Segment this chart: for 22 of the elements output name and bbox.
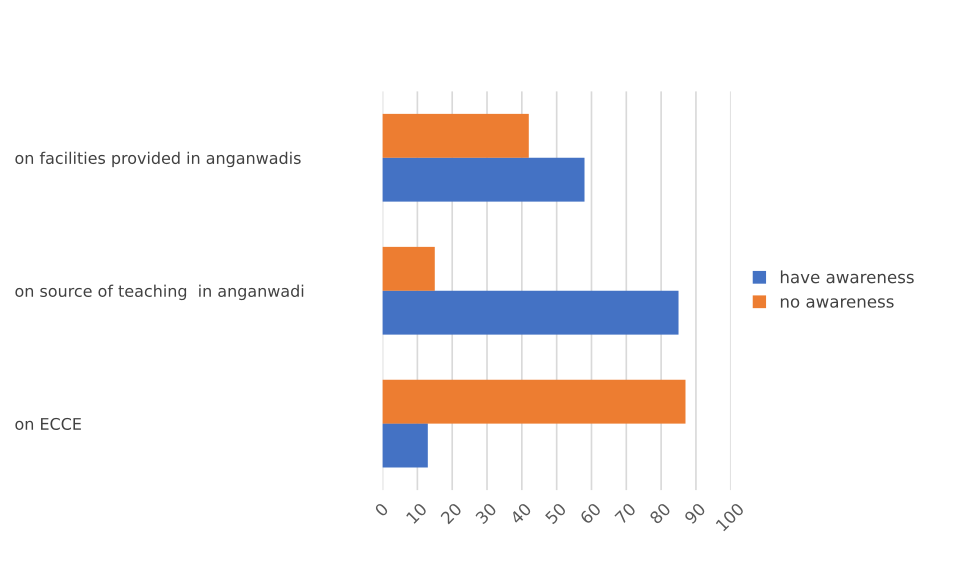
bar [382,380,686,424]
legend-label: have awareness [780,270,914,284]
y-tick-label: on ECCE [15,418,81,430]
x-tick-label: 0 [374,502,389,518]
x-tick-label: 20 [440,502,462,525]
x-tick-label: 10 [406,502,428,524]
x-tick-label: 90 [684,502,706,525]
y-tick-label: on facilities provided in anganwadis [15,152,301,168]
bar [382,114,529,158]
bar [382,290,679,335]
bar [382,424,428,468]
x-tick-label: 60 [579,502,602,525]
x-tick-label: 100 [715,502,745,532]
bar [382,246,435,291]
bar [382,158,585,202]
x-tick-label: 50 [544,502,567,524]
x-tick-label: 80 [648,502,672,525]
x-tick-label: 40 [509,502,532,525]
x-tick-label: 70 [614,502,636,524]
x-tick-label: 30 [474,502,498,524]
y-tick-label: on source of teaching in anganwadi [15,284,304,300]
legend-label: no awareness [780,298,894,308]
